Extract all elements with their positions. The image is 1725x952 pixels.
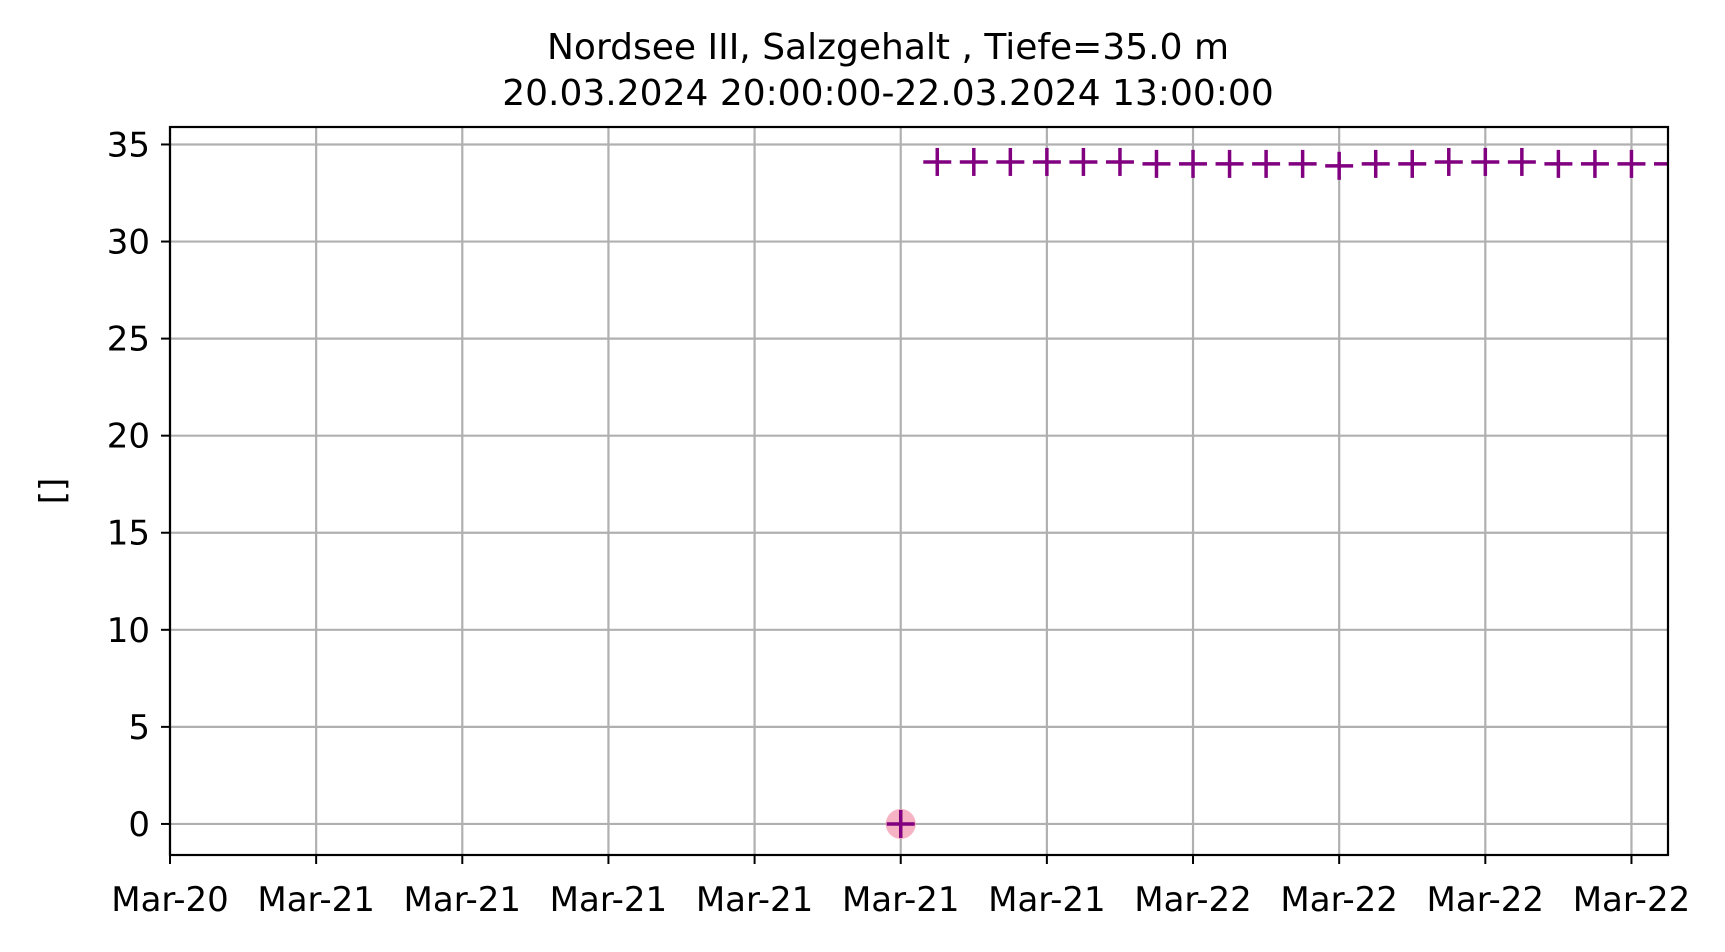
data-point xyxy=(1252,149,1281,178)
data-point xyxy=(1325,151,1354,180)
data-point xyxy=(1032,147,1061,176)
data-point xyxy=(1069,147,1098,176)
grid-lines xyxy=(168,127,1668,855)
y-tick-label: 30 xyxy=(107,223,150,263)
data-point xyxy=(1507,147,1536,176)
x-tick-label: Mar-21 xyxy=(988,880,1106,920)
x-tick-label: Mar-22 xyxy=(1427,880,1545,920)
data-point xyxy=(959,147,988,176)
y-tick-label: 25 xyxy=(107,320,150,360)
data-point xyxy=(1105,147,1134,176)
x-tick-label: Mar-20 xyxy=(111,880,229,920)
x-tick-label: Mar-22 xyxy=(1134,880,1252,920)
data-point xyxy=(1434,147,1463,176)
plot-frame xyxy=(168,125,1670,857)
data-point xyxy=(886,809,915,838)
x-tick-label: Mar-21 xyxy=(257,880,375,920)
y-tick-label: 20 xyxy=(107,417,150,457)
data-markers xyxy=(885,147,1668,839)
y-tick-label: 35 xyxy=(107,125,150,165)
data-point xyxy=(1142,149,1171,178)
data-point xyxy=(1398,149,1427,178)
x-tick-label: Mar-21 xyxy=(696,880,814,920)
x-tick-label: Mar-22 xyxy=(1573,880,1691,920)
y-tick-label: 10 xyxy=(107,611,150,651)
x-tick-label: Mar-21 xyxy=(404,880,522,920)
axes: Mar-20 Mar-21 Mar-21 Mar-21 Mar-21 Mar-21 Mar-… xyxy=(107,125,1690,920)
y-tick-label: 15 xyxy=(107,514,150,554)
x-tick-label: Mar-21 xyxy=(842,880,960,920)
x-tick-label: Mar-21 xyxy=(550,880,668,920)
data-point xyxy=(1361,149,1390,178)
data-point xyxy=(1179,149,1208,178)
chart-subtitle: 20.03.2024 20:00:00-22.03.2024 13:00:00 xyxy=(502,73,1274,114)
data-point xyxy=(1617,149,1646,178)
y-tick-label: 5 xyxy=(128,708,150,748)
data-point xyxy=(1215,149,1244,178)
data-point xyxy=(923,147,952,176)
chart-title: Nordsee III, Salzgehalt , Tiefe=35.0 m xyxy=(547,27,1229,68)
data-point xyxy=(1580,149,1609,178)
data-point xyxy=(1288,149,1317,178)
data-point xyxy=(1544,149,1573,178)
data-point xyxy=(1471,147,1500,176)
y-axis-label: [] xyxy=(33,478,73,505)
x-tick-label: Mar-22 xyxy=(1280,880,1398,920)
data-point xyxy=(996,147,1025,176)
y-tick-label: 0 xyxy=(128,805,150,845)
